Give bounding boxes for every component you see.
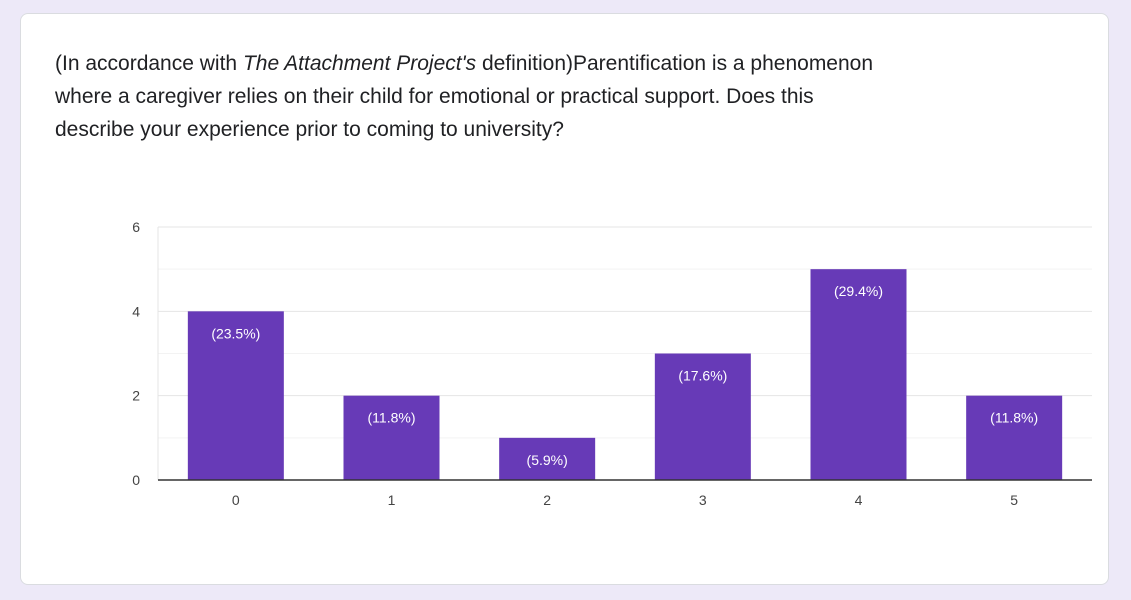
y-tick-label: 4 bbox=[132, 303, 140, 319]
y-tick-label: 6 bbox=[132, 219, 140, 235]
question-text: (In accordance with The Attachment Proje… bbox=[55, 47, 875, 146]
bar bbox=[187, 311, 284, 480]
bar-data-label: (29.4%) bbox=[834, 283, 883, 299]
question-prefix: (In accordance with bbox=[55, 52, 243, 75]
x-tick-label: 4 bbox=[855, 492, 863, 508]
y-tick-label: 2 bbox=[132, 388, 140, 404]
bar bbox=[654, 353, 751, 480]
x-tick-label: 5 bbox=[1010, 492, 1018, 508]
bar-data-label: (11.8%) bbox=[990, 410, 1038, 426]
bar bbox=[810, 269, 907, 480]
x-tick-label: 0 bbox=[232, 492, 240, 508]
bar bbox=[966, 395, 1063, 480]
x-tick-label: 3 bbox=[699, 492, 707, 508]
bar bbox=[343, 395, 440, 480]
bar-data-label: (23.5%) bbox=[211, 325, 260, 341]
y-tick-label: 0 bbox=[132, 472, 140, 488]
bar-data-label: (5.9%) bbox=[527, 452, 568, 468]
bar-data-label: (17.6%) bbox=[678, 368, 727, 384]
question-suffix: definition)Parentification is a phenomen… bbox=[55, 52, 874, 141]
question-card: (In accordance with The Attachment Proje… bbox=[20, 13, 1109, 585]
bar-data-label: (11.8%) bbox=[368, 410, 416, 426]
x-tick-label: 2 bbox=[543, 492, 551, 508]
bar bbox=[499, 437, 596, 480]
question-italic-source: The Attachment Project's bbox=[242, 52, 477, 75]
x-tick-label: 1 bbox=[388, 492, 396, 508]
